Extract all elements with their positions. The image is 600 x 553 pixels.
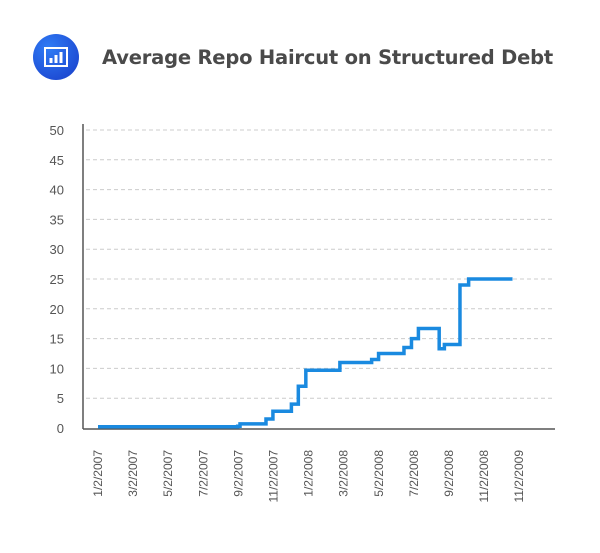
x-tick-label: 1/2/2007: [91, 450, 105, 497]
y-tick-label: 15: [50, 332, 64, 347]
y-tick-label: 45: [50, 153, 64, 168]
y-tick-label: 30: [50, 242, 64, 257]
x-tick-label: 11/2/2007: [267, 450, 281, 503]
x-tick-label: 1/2/2008: [302, 450, 316, 497]
y-tick-label: 40: [50, 183, 64, 198]
y-tick-label: 5: [57, 391, 64, 406]
x-tick-label: 11/2/2009: [512, 450, 526, 503]
y-tick-label: 10: [50, 361, 64, 376]
y-tick-label: 50: [50, 123, 64, 138]
x-tick-label: 3/2/2008: [337, 450, 351, 497]
gridlines: [86, 129, 555, 399]
bar-chart-icon: [33, 34, 79, 80]
x-tick-label: 5/2/2007: [161, 450, 175, 497]
y-axis-ticks: 0 5 10 15 20 25 30 35 40 45 50: [50, 123, 64, 436]
x-tick-label: 7/2/2008: [407, 450, 421, 497]
x-tick-label: 9/2/2007: [231, 450, 245, 497]
y-tick-label: 35: [50, 212, 64, 227]
chart-title: Average Repo Haircut on Structured Debt: [102, 45, 553, 69]
y-tick-label: 20: [50, 302, 64, 317]
x-tick-label: 11/2/2008: [477, 450, 491, 503]
x-tick-label: 3/2/2007: [126, 450, 140, 497]
x-tick-label: 7/2/2007: [196, 450, 210, 497]
x-tick-label: 5/2/2008: [372, 450, 386, 497]
haircut-series-line: [98, 277, 513, 429]
y-tick-label: 0: [57, 421, 64, 436]
chart-header: Average Repo Haircut on Structured Debt: [33, 33, 553, 81]
y-tick-label: 25: [50, 272, 64, 287]
x-axis-ticks: 1/2/2007 3/2/2007 5/2/2007 7/2/2007 9/2/2007…: [91, 450, 526, 503]
x-tick-label: 9/2/2008: [442, 450, 456, 497]
